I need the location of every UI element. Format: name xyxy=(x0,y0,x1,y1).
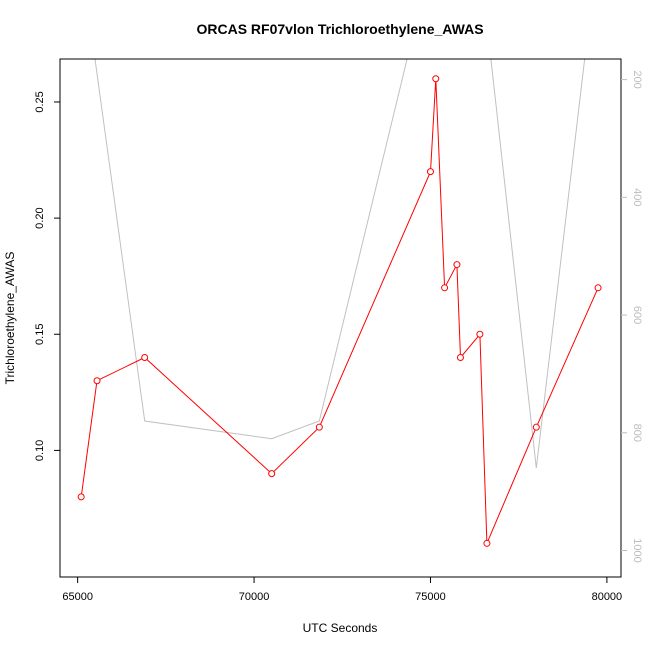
y-axis-left: 0.10 0.15 0.20 0.25 xyxy=(34,91,60,461)
series-right xyxy=(94,59,586,469)
series-line-gray xyxy=(94,59,586,469)
data-point xyxy=(476,330,484,338)
data-point xyxy=(441,284,449,292)
x-tick-label: 65000 xyxy=(62,591,93,603)
y-axis-right: 200 400 600 800 1000 xyxy=(621,70,643,563)
y-tick-label: 0.15 xyxy=(34,324,46,345)
y-right-tick-label: 200 xyxy=(631,70,643,88)
data-point xyxy=(426,168,434,176)
data-point xyxy=(432,75,440,83)
data-point xyxy=(315,423,323,431)
x-tick-label: 80000 xyxy=(592,591,623,603)
plot-frame xyxy=(59,58,622,578)
data-point xyxy=(268,470,276,478)
y-tick-label: 0.20 xyxy=(34,207,46,228)
series-line-red xyxy=(80,78,599,544)
y-tick-label: 0.25 xyxy=(34,91,46,112)
y-right-tick-label: 600 xyxy=(631,306,643,324)
y-right-tick-label: 400 xyxy=(631,188,643,206)
x-tick-label: 75000 xyxy=(415,591,446,603)
data-point xyxy=(532,423,540,431)
data-point xyxy=(456,353,464,361)
chart-title: ORCAS RF07vlon Trichloroethylene_AWAS xyxy=(196,21,483,37)
data-point xyxy=(77,493,85,501)
y-right-tick-label: 800 xyxy=(631,424,643,442)
data-point xyxy=(594,284,602,292)
y-right-tick-label: 1000 xyxy=(631,538,643,562)
data-point xyxy=(141,353,149,361)
y-axis-label: Trichloroethylene_AWAS xyxy=(3,252,17,385)
x-axis: 65000 70000 75000 80000 xyxy=(62,577,622,603)
y-tick-label: 0.10 xyxy=(34,440,46,461)
data-point xyxy=(483,539,491,547)
series-left xyxy=(77,75,602,547)
x-axis-label: UTC Seconds xyxy=(303,621,378,635)
x-tick-label: 70000 xyxy=(239,591,270,603)
data-point xyxy=(453,261,461,269)
data-point xyxy=(93,377,101,385)
